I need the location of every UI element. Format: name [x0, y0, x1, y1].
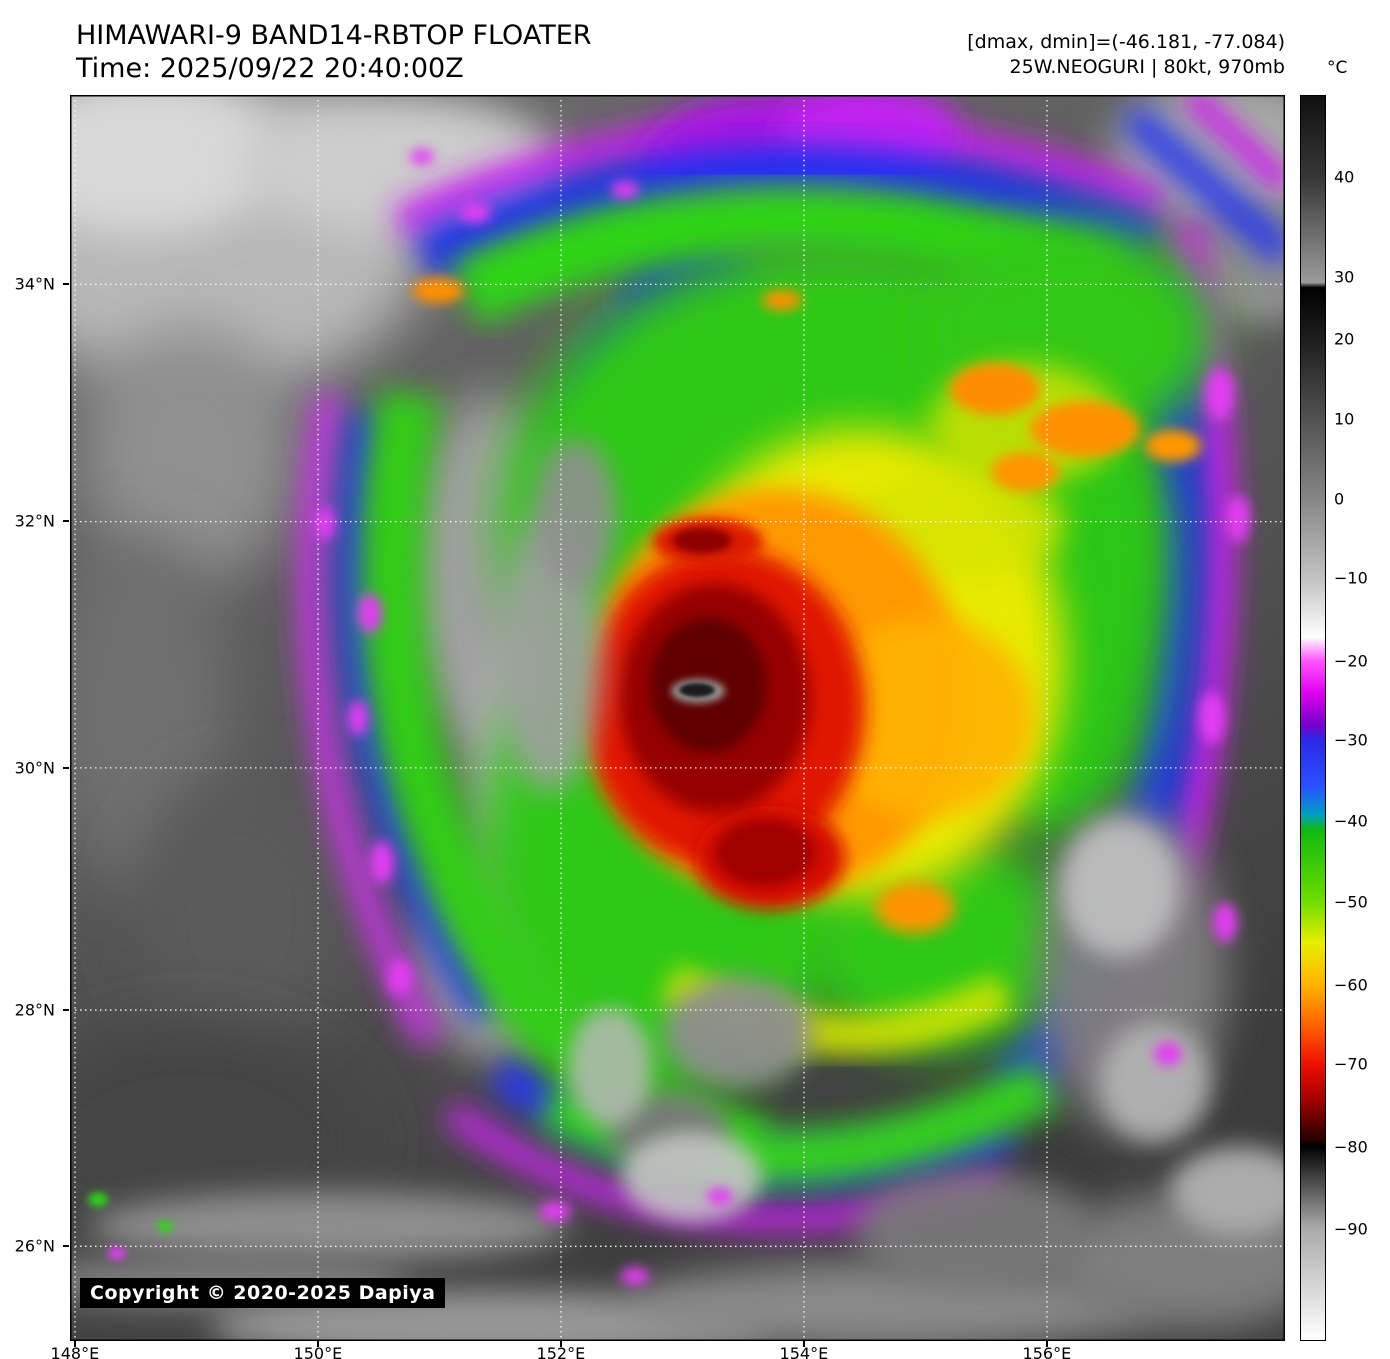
lat-tick — [63, 766, 69, 769]
colorbar-tick: 30 — [1334, 267, 1355, 287]
lat-tick — [63, 283, 69, 286]
typhoon-core — [585, 517, 865, 910]
colorbar-tick: 0 — [1334, 489, 1345, 509]
lon-tick — [73, 1341, 76, 1347]
colorbar-tick: −60 — [1334, 975, 1368, 995]
edge-speckles — [88, 148, 1250, 1286]
image-metadata: [dmax, dmin]=(-46.181, -77.084) 25W.NEOG… — [967, 30, 1285, 80]
colorbar-tick: −80 — [1334, 1137, 1368, 1157]
colorbar-tick: −90 — [1334, 1219, 1368, 1239]
latitude-label: 34°N — [14, 274, 55, 294]
dmax-dmin-readout: [dmax, dmin]=(-46.181, -77.084) — [967, 31, 1285, 53]
lat-tick — [63, 1008, 69, 1011]
lon-tick — [1045, 1341, 1048, 1347]
storm-info: 25W.NEOGURI | 80kt, 970mb — [1009, 56, 1285, 78]
latitude-ticks — [63, 95, 70, 1341]
longitude-label: 148°E — [50, 1344, 100, 1359]
colorbar-tick: 20 — [1334, 329, 1355, 349]
copyright-badge: Copyright © 2020-2025 Dapiya — [80, 1278, 446, 1308]
map-border — [70, 95, 1285, 1341]
lon-tick — [559, 1341, 562, 1347]
dry-slots — [498, 438, 1227, 1292]
lat-tick — [63, 520, 69, 523]
latitude-label: 28°N — [14, 1000, 55, 1020]
longitude-label: 150°E — [293, 1344, 343, 1359]
satellite-scene — [70, 95, 1285, 1341]
colorbar-tick: −40 — [1334, 811, 1368, 831]
lat-tick — [63, 1245, 69, 1248]
longitude-label: 156°E — [1022, 1344, 1072, 1359]
colorbar-tick: −10 — [1334, 568, 1368, 588]
lon-tick — [802, 1341, 805, 1347]
page-title: HIMAWARI-9 BAND14-RBTOP FLOATER — [76, 20, 592, 51]
colorbar — [1300, 95, 1326, 1341]
satellite-map: Copyright © 2020-2025 Dapiya — [70, 95, 1285, 1341]
latitude-label: 32°N — [14, 511, 55, 531]
longitude-axis: 148°E 150°E 152°E 154°E 156°E — [51, 1344, 1285, 1359]
longitude-label: 152°E — [536, 1344, 586, 1359]
typhoon-eye — [679, 683, 715, 698]
colorbar-tick: 10 — [1334, 409, 1355, 429]
colorbar-tick: −20 — [1334, 651, 1368, 671]
longitude-ticks — [70, 1341, 1285, 1348]
colorbar-unit: °C — [1327, 58, 1348, 78]
colorbar-tick: −30 — [1334, 730, 1368, 750]
colorbar-tick: 40 — [1334, 167, 1355, 187]
lon-tick — [316, 1341, 319, 1347]
colorbar-tick: −70 — [1334, 1054, 1368, 1074]
latitude-axis: 34°N 32°N 30°N 28°N 26°N — [0, 95, 63, 1341]
colorbar-tick-labels: 40 30 20 10 0 −10 −20 −30 −40 −50 −60 −70 −80 −90 — [1334, 95, 1390, 1341]
latitude-label: 26°N — [14, 1236, 55, 1256]
colorbar-tick: −50 — [1334, 892, 1368, 912]
graticule — [70, 95, 1285, 1341]
timestamp: Time: 2025/09/22 20:40:00Z — [76, 53, 464, 84]
latitude-label: 30°N — [14, 758, 55, 778]
longitude-label: 154°E — [779, 1344, 829, 1359]
